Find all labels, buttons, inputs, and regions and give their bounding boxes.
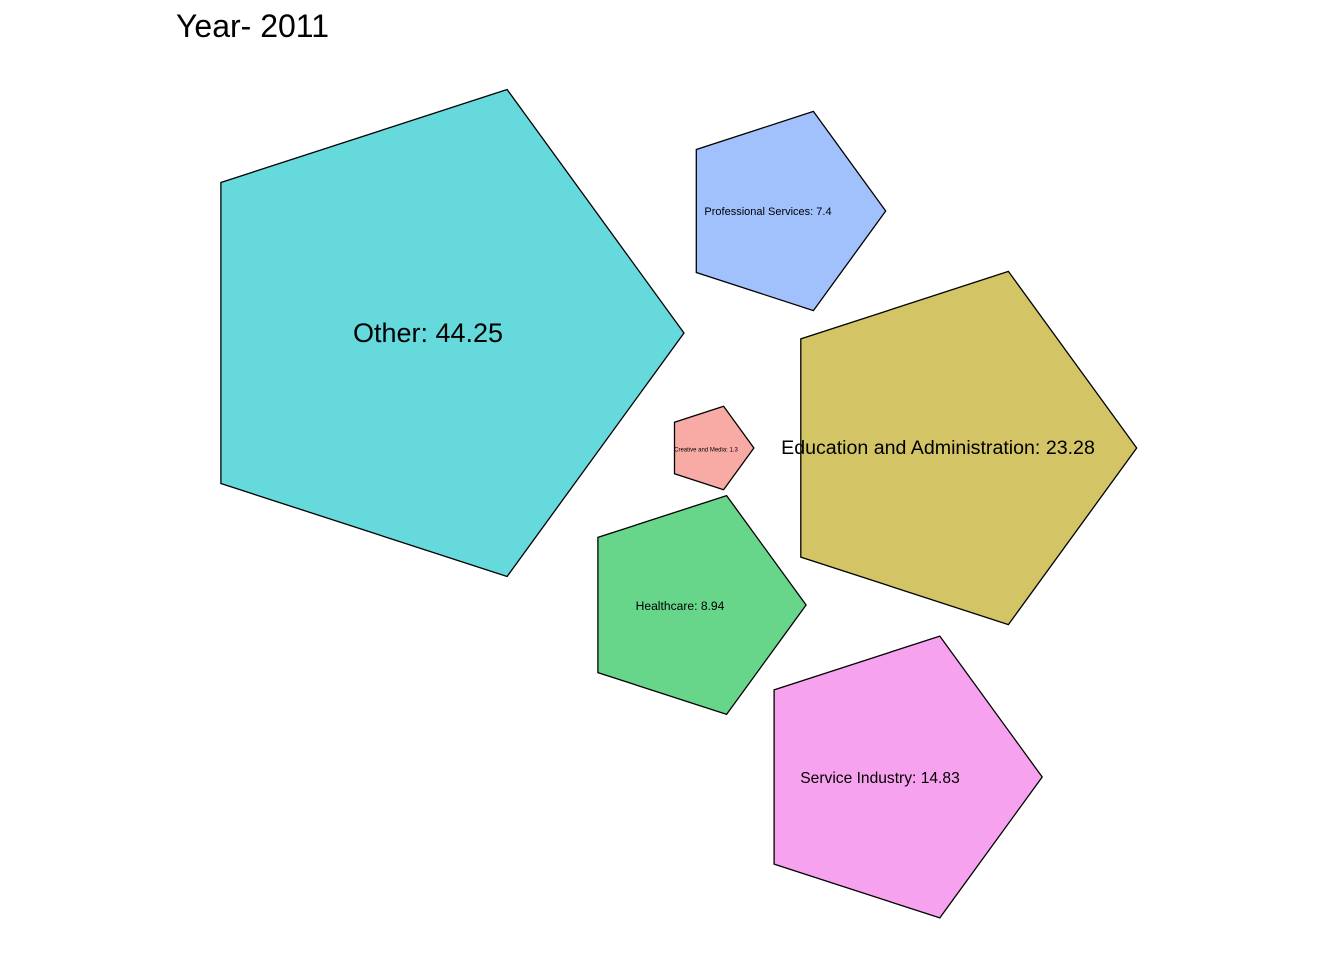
pentagon-service-industry bbox=[773, 635, 1044, 919]
pentagon-healthcare bbox=[597, 494, 807, 716]
label-healthcare: Healthcare: 8.94 bbox=[636, 599, 725, 613]
pentagon-creative-and-media bbox=[673, 405, 755, 491]
label-professional-services: Professional Services: 7.4 bbox=[704, 206, 831, 218]
pentagon-professional-services bbox=[695, 110, 887, 312]
pentagon-education-and-administration bbox=[800, 270, 1138, 626]
chart-title: Year- 2011 bbox=[176, 8, 330, 44]
label-other: Other: 44.25 bbox=[353, 318, 503, 348]
label-creative-and-media: Creative and Media: 1.3 bbox=[674, 448, 738, 454]
label-education-and-administration: Education and Administration: 23.28 bbox=[781, 437, 1095, 459]
label-service-industry: Service Industry: 14.83 bbox=[800, 770, 960, 787]
pentagon-other bbox=[220, 88, 685, 578]
